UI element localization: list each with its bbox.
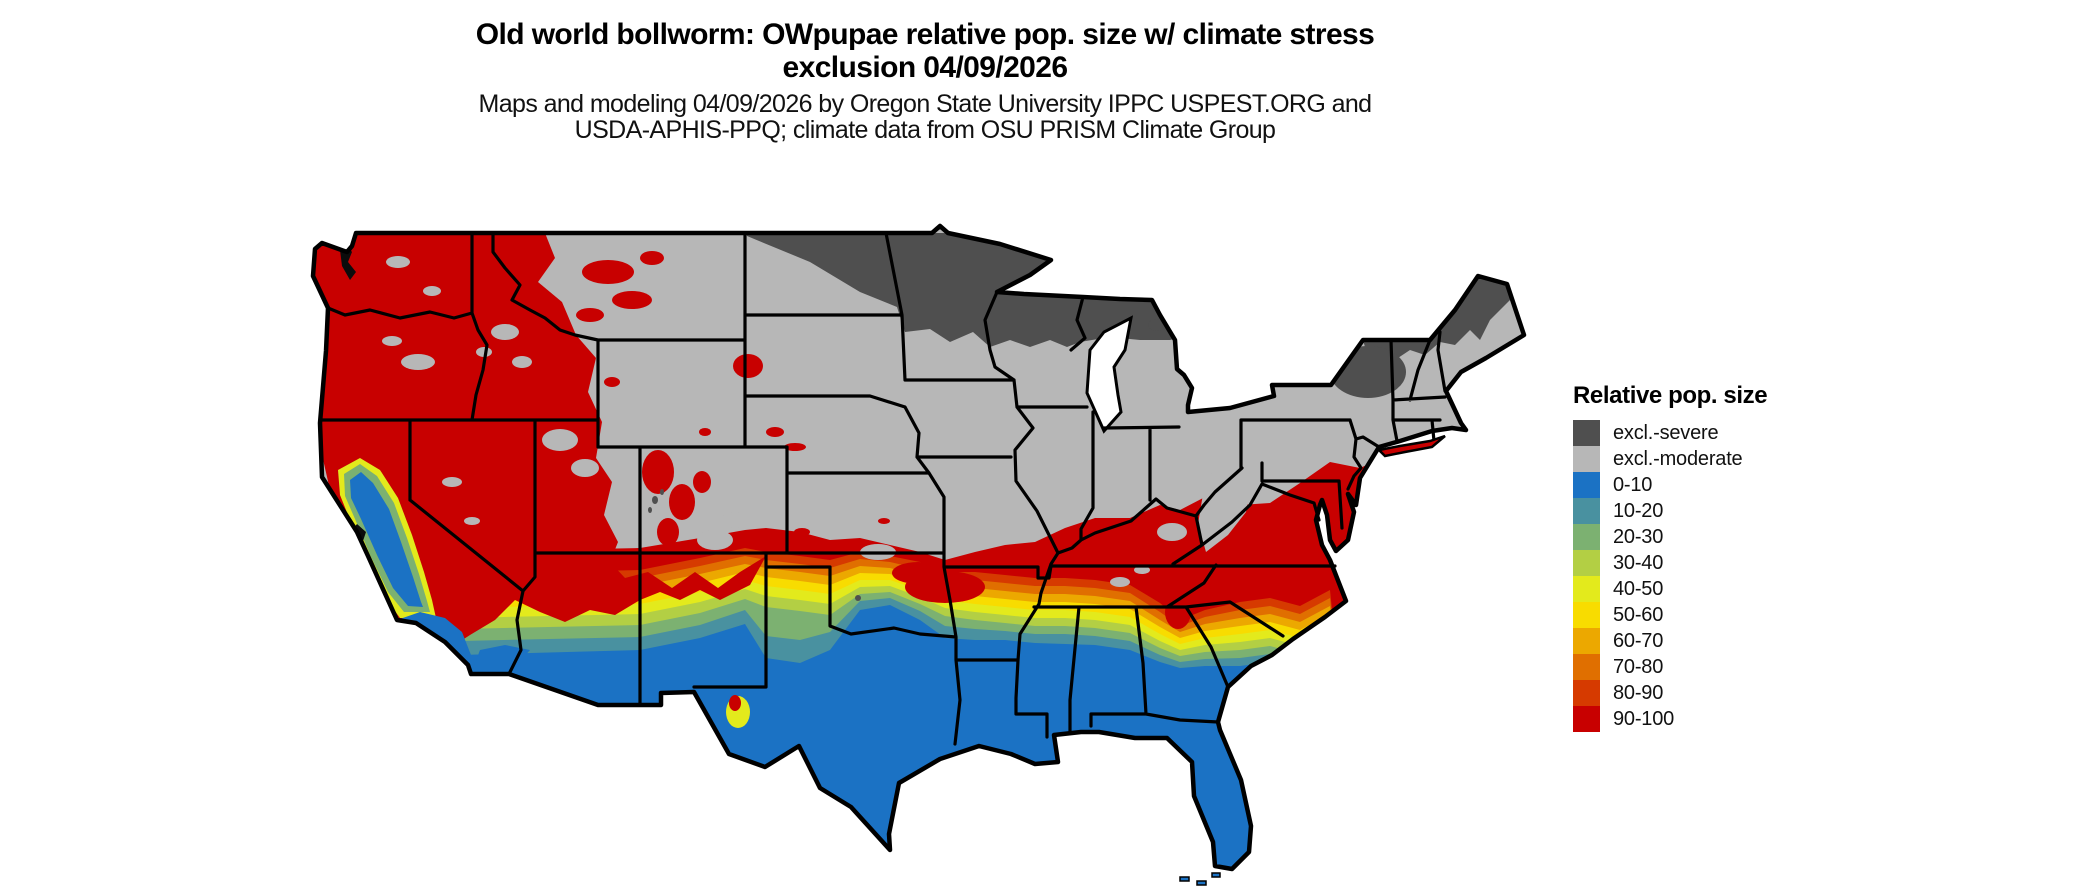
- legend-label: 70-80: [1613, 655, 1664, 678]
- legend-label: 0-10: [1613, 473, 1653, 496]
- ca-valley-blue-core: [350, 472, 423, 607]
- legend-row: 50-60: [1573, 602, 1767, 628]
- legend-row: 70-80: [1573, 654, 1767, 680]
- legend-row: 60-70: [1573, 628, 1767, 654]
- legend-title: Relative pop. size: [1573, 382, 1768, 409]
- red-mountain-patches: [576, 251, 890, 550]
- legend-swatch-30-40: [1573, 550, 1600, 576]
- legend-row: 90-100: [1573, 706, 1767, 732]
- legend-row: 40-50: [1573, 576, 1767, 602]
- legend-label: 30-40: [1613, 551, 1664, 574]
- legend-label: 20-30: [1613, 525, 1664, 548]
- state-borders: [318, 231, 1447, 746]
- title-line-1: Old world bollworm: OWpupae relative pop…: [475, 18, 1375, 51]
- legend-swatch-10-20: [1573, 498, 1600, 524]
- legend-swatch-0-10: [1573, 472, 1600, 498]
- subtitle-line-2: USDA-APHIS-PPQ; climate data from OSU PR…: [574, 116, 1276, 144]
- legend-swatch-excl-moderate: [1573, 446, 1600, 472]
- page-subtitle: Maps and modeling 04/09/2026 by Oregon S…: [478, 90, 1373, 144]
- legend-label: 90-100: [1613, 707, 1675, 730]
- florida-keys: [1179, 872, 1221, 886]
- imperial-blue: [471, 645, 530, 674]
- legend-label: 60-70: [1613, 629, 1664, 652]
- west-red-region: [313, 233, 766, 648]
- page-title: Old world bollworm: OWpupae relative pop…: [475, 18, 1375, 84]
- northeast-severe: [1363, 276, 1510, 365]
- legend-swatch-60-70: [1573, 628, 1600, 654]
- legend-label: 80-90: [1613, 681, 1664, 704]
- legend-swatch-90-100: [1573, 706, 1600, 732]
- legend-row: 80-90: [1573, 680, 1767, 706]
- legend-row: excl.-moderate: [1573, 446, 1767, 472]
- legend-label: 10-20: [1613, 499, 1664, 522]
- legend-row: 0-10: [1573, 472, 1767, 498]
- us-outline: [310, 223, 1527, 872]
- co-severe-specks: [648, 489, 861, 601]
- legend-swatch-70-80: [1573, 654, 1600, 680]
- legend-label: 50-60: [1613, 603, 1664, 626]
- legend-items: excl.-severe excl.-moderate 0-10 10-20 20-30…: [1573, 420, 1767, 732]
- legend-row: 10-20: [1573, 498, 1767, 524]
- legend-label: excl.-moderate: [1613, 447, 1743, 470]
- long-island: [1376, 434, 1446, 458]
- ozark-red-patch2: [892, 562, 944, 584]
- legend-row: 30-40: [1573, 550, 1767, 576]
- legend-swatch-20-30: [1573, 524, 1600, 550]
- legend-swatch-40-50: [1573, 576, 1600, 602]
- title-line-2: exclusion 04/09/2026: [782, 51, 1068, 84]
- legend-row: excl.-severe: [1573, 420, 1767, 446]
- legend-label: 40-50: [1613, 577, 1664, 600]
- wv-gray-wedge: [1198, 472, 1252, 552]
- legend-swatch-50-60: [1573, 602, 1600, 628]
- legend-swatch-excl-severe: [1573, 420, 1600, 446]
- legend-swatch-80-90: [1573, 680, 1600, 706]
- legend: Relative pop. size excl.-severe excl.-mod…: [1573, 382, 1768, 732]
- davis-mtns-red: [729, 695, 741, 711]
- legend-label: excl.-severe: [1613, 421, 1719, 444]
- north-central-severe: [747, 233, 1195, 347]
- subtitle-line-1: Maps and modeling 04/09/2026 by Oregon S…: [478, 90, 1373, 118]
- lake-michigan: [1085, 315, 1134, 434]
- legend-row: 20-30: [1573, 524, 1767, 550]
- socal-blue: [397, 612, 471, 674]
